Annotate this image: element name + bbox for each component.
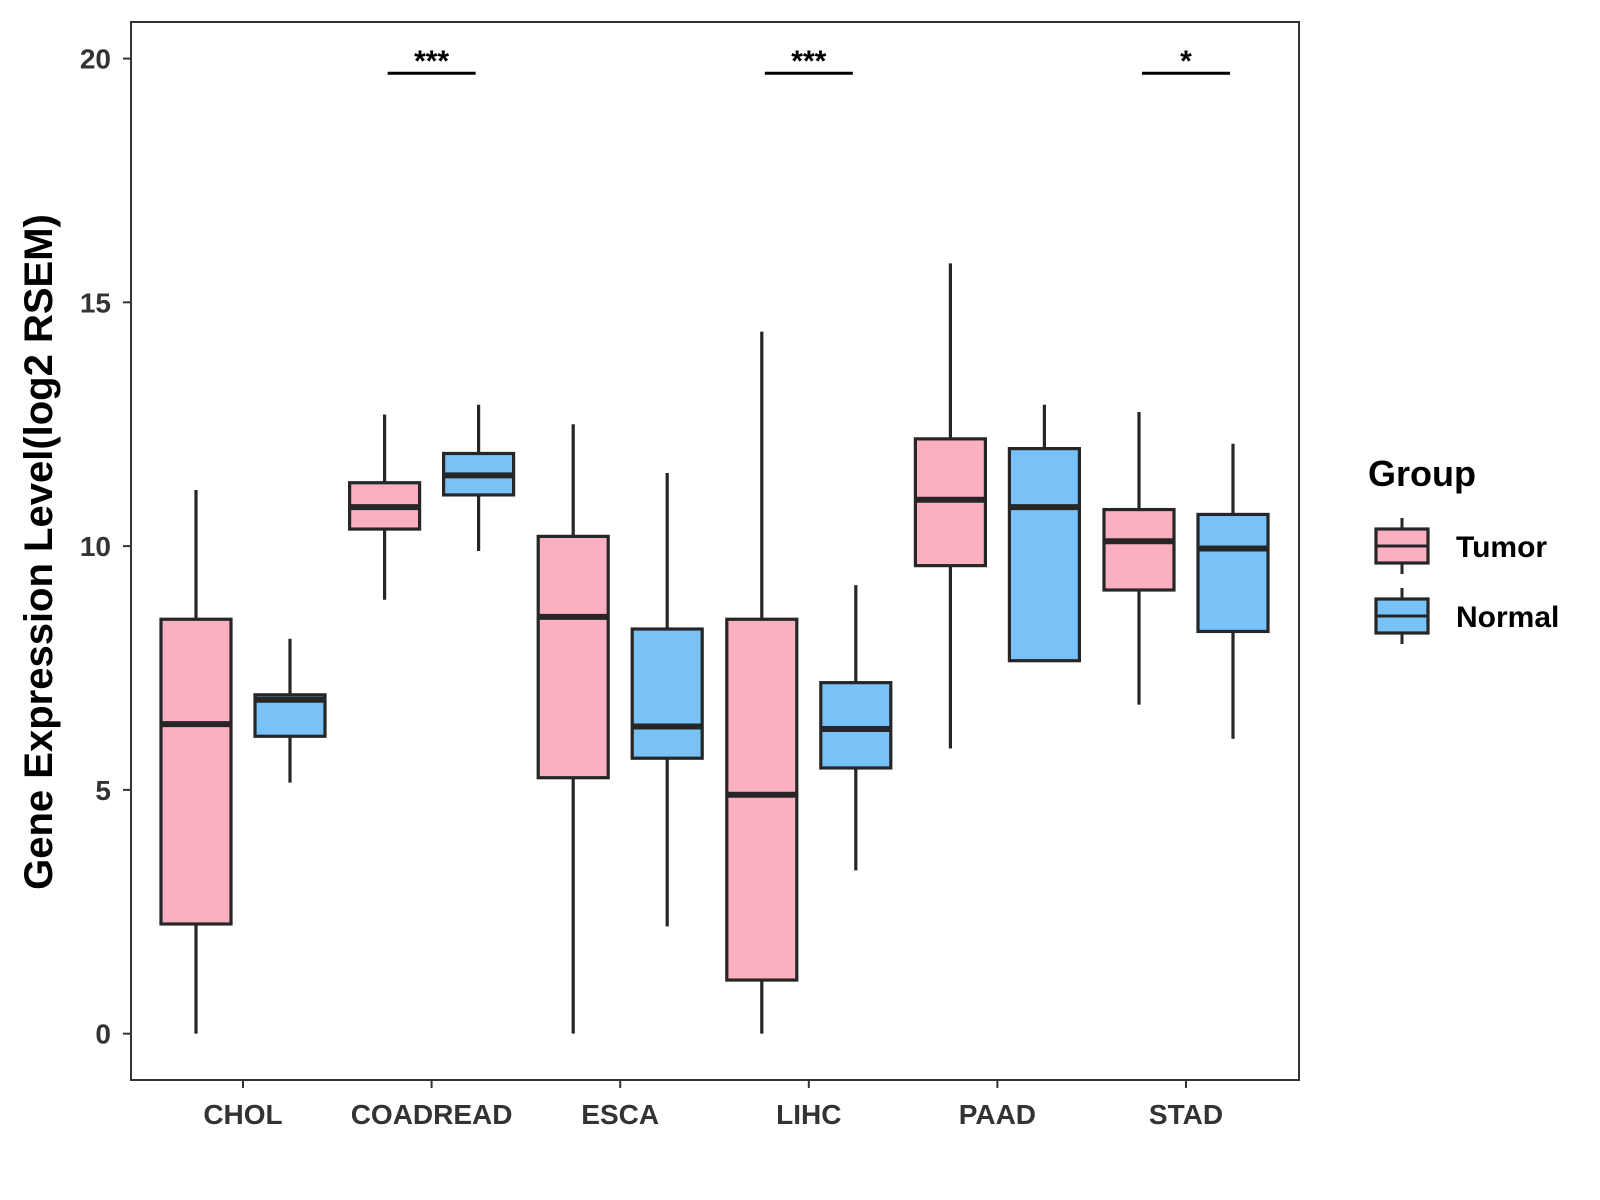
plot-panel-border bbox=[130, 21, 1300, 1081]
box-tumor-lihc bbox=[725, 331, 799, 1034]
x-tick-label: CHOL bbox=[203, 1099, 282, 1130]
box-body bbox=[1196, 512, 1270, 634]
box-tumor-paad bbox=[913, 263, 988, 749]
box-tumor-esca bbox=[536, 424, 610, 1034]
y-axis: 0 5 10 15 20 bbox=[80, 44, 131, 1050]
legend-label: Normal bbox=[1456, 601, 1559, 634]
box-body bbox=[1007, 447, 1082, 663]
box-body bbox=[630, 627, 704, 760]
box-normal-lihc bbox=[819, 585, 893, 871]
significance-label: * bbox=[1180, 45, 1192, 78]
y-tick-label: 10 bbox=[80, 531, 111, 562]
x-tick-label: STAD bbox=[1149, 1099, 1223, 1130]
box-tumor-stad bbox=[1102, 412, 1176, 705]
y-axis-title: Gene Expression Level(log2 RSEM) bbox=[17, 214, 61, 890]
box-normal-coadread bbox=[442, 404, 516, 551]
box-body bbox=[1102, 507, 1176, 592]
y-tick-label: 5 bbox=[95, 775, 111, 806]
legend-item-normal: Normal bbox=[1374, 588, 1559, 644]
box-normal-chol bbox=[253, 638, 327, 783]
box-body bbox=[725, 617, 799, 982]
boxes-layer bbox=[159, 263, 1270, 1034]
y-tick-label: 15 bbox=[80, 287, 111, 318]
legend-label: Tumor bbox=[1456, 531, 1547, 564]
box-body bbox=[159, 617, 233, 926]
legend-title: Group bbox=[1368, 453, 1476, 494]
box-normal-esca bbox=[630, 472, 704, 927]
box-normal-stad bbox=[1196, 443, 1270, 739]
box-body bbox=[819, 681, 893, 770]
significance-label: *** bbox=[414, 45, 449, 78]
y-tick-label: 20 bbox=[80, 44, 111, 75]
x-tick-label: ESCA bbox=[581, 1099, 659, 1130]
significance-label: *** bbox=[791, 45, 826, 78]
box-normal-paad bbox=[1007, 404, 1082, 663]
box-tumor-chol bbox=[159, 490, 233, 1034]
x-tick-label: PAAD bbox=[959, 1099, 1036, 1130]
x-tick-label: LIHC bbox=[776, 1099, 841, 1130]
y-tick-label: 0 bbox=[95, 1019, 111, 1050]
box-body bbox=[536, 534, 610, 780]
x-tick-label: COADREAD bbox=[351, 1099, 513, 1130]
legend: Group Tumor Normal bbox=[1368, 453, 1559, 644]
significance-layer: *** *** * bbox=[387, 45, 1230, 78]
x-axis: CHOL COADREAD ESCA LIHC PAAD STAD bbox=[203, 1080, 1223, 1130]
box-tumor-coadread bbox=[348, 414, 422, 600]
legend-item-tumor: Tumor bbox=[1374, 518, 1547, 574]
